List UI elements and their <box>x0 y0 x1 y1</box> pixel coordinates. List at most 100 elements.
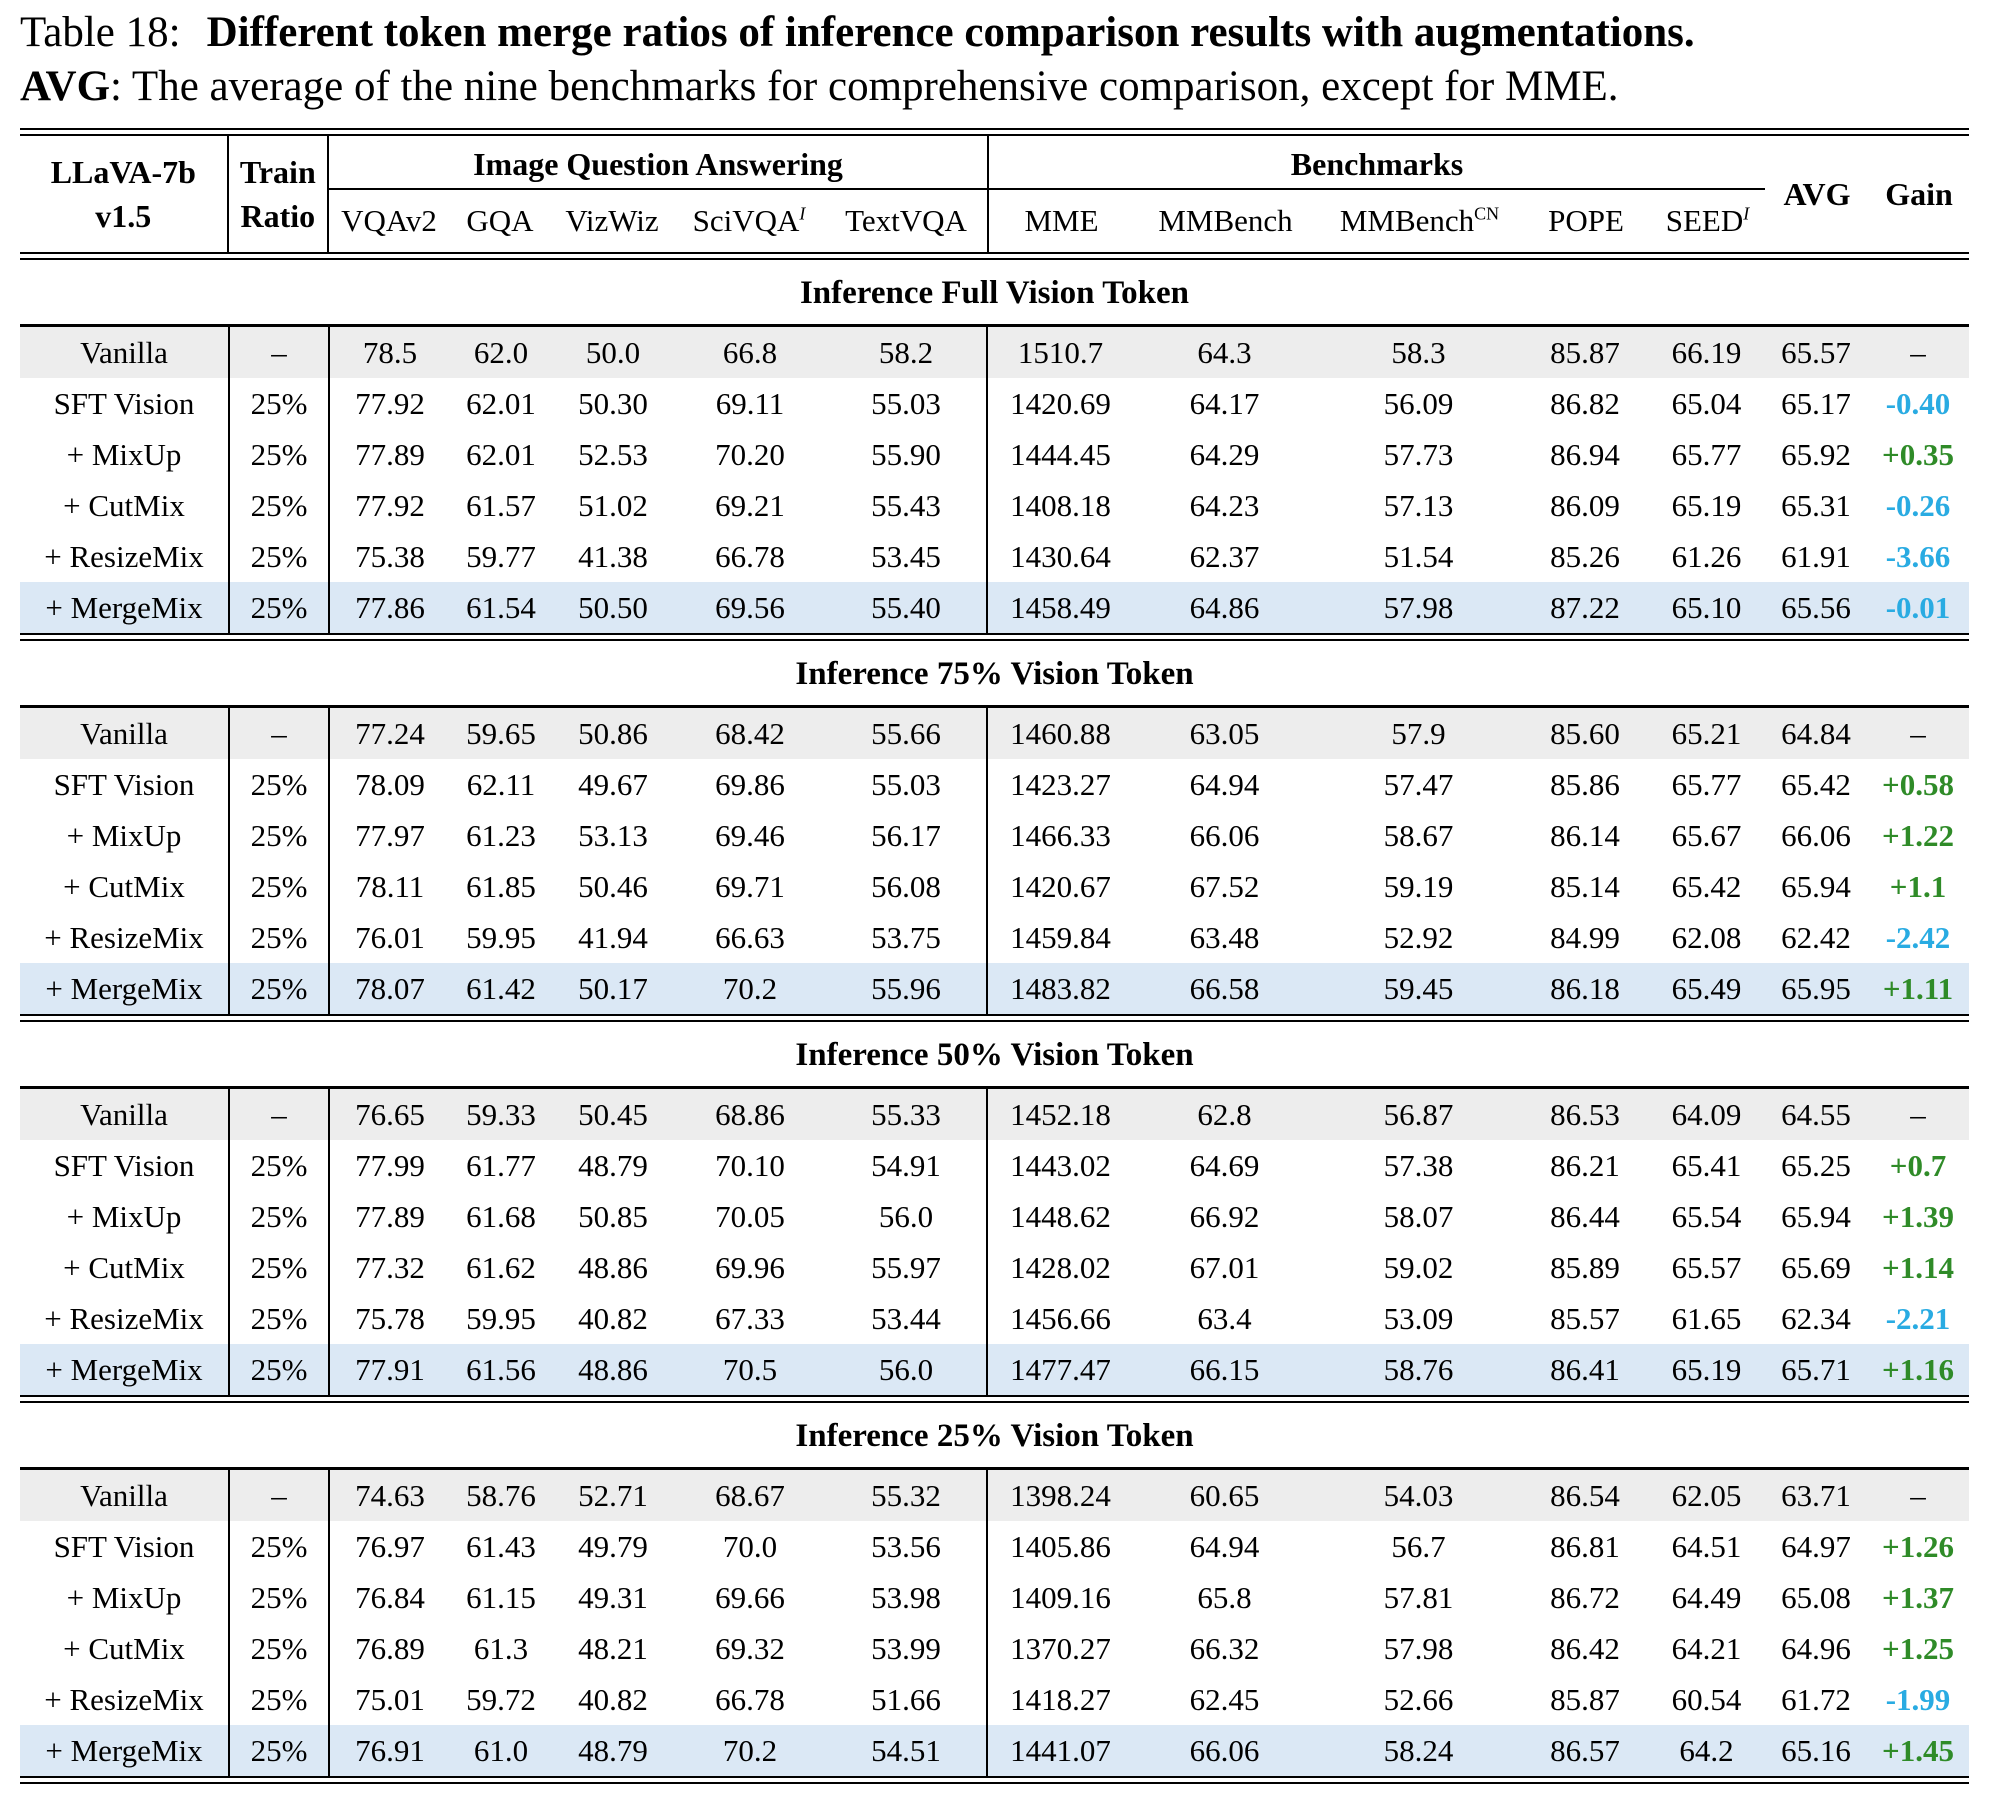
row-label: SFT Vision <box>20 759 230 810</box>
value-cell: 86.54 <box>1550 1477 1620 1513</box>
value-cell: 1418.27 <box>1010 1681 1111 1717</box>
value-cell: 65.69 <box>1781 1249 1851 1285</box>
model-header-cell: LLaVA-7b v1.5 <box>20 136 229 252</box>
table-row: + MixUp 25% 77.97 61.23 53.13 69.46 56.17 1466.… <box>20 810 1969 861</box>
value-cell: 64.23 <box>1189 487 1260 523</box>
value-cell: 48.79 <box>578 1732 648 1768</box>
value-cell: 51.66 <box>826 1674 988 1725</box>
column-header-vizwiz: VizWiz <box>565 203 659 238</box>
value-cell: 62.45 <box>1189 1681 1260 1717</box>
value-cell: 50.86 <box>578 715 648 751</box>
value-cell: 61.56 <box>466 1351 536 1387</box>
value-cell: 86.72 <box>1550 1579 1620 1615</box>
value-cell: 64.69 <box>1189 1147 1260 1183</box>
table-row: Vanilla –76.65 59.33 50.45 68.86 55.33 1452.18… <box>20 1089 1969 1140</box>
value-cell: 50.85 <box>578 1198 648 1234</box>
value-cell: 70.2 <box>722 1732 778 1768</box>
value-cell: 51.54 <box>1383 538 1454 574</box>
train-ratio-cell: 25% <box>230 1623 330 1674</box>
column-header-mmbench: MMBench <box>1158 203 1293 238</box>
column-header-mme: MME <box>1024 203 1099 238</box>
table-row: + ResizeMix 25% 75.78 59.95 40.82 67.33 53.44 1… <box>20 1293 1969 1344</box>
row-label: + CutMix <box>20 1623 230 1674</box>
value-cell: 76.89 <box>355 1630 425 1666</box>
single-rule <box>20 324 1969 327</box>
value-cell: 85.26 <box>1550 538 1620 574</box>
table-caption: Table 18: Different token merge ratios of… <box>20 6 1969 114</box>
value-cell: 57.98 <box>1383 1630 1454 1666</box>
row-label: + MixUp <box>20 1191 230 1242</box>
value-cell: 61.15 <box>466 1579 536 1615</box>
value-cell: 53.56 <box>826 1521 988 1572</box>
value-cell: 62.08 <box>1671 919 1742 955</box>
value-cell: 51.02 <box>578 487 648 523</box>
gain-cell: +1.16 <box>1882 1351 1954 1387</box>
value-cell: 61.26 <box>1671 538 1742 574</box>
value-cell: 55.03 <box>826 759 988 810</box>
value-cell: 67.01 <box>1189 1249 1260 1285</box>
paper-table-page: Table 18: Different token merge ratios of… <box>20 0 1969 1784</box>
value-cell: 69.86 <box>715 766 785 802</box>
row-label: SFT Vision <box>20 1521 230 1572</box>
value-cell: 86.81 <box>1550 1528 1620 1564</box>
value-cell: 66.63 <box>715 919 785 955</box>
row-label: Vanilla <box>20 1470 230 1521</box>
avg-column-header: AVG <box>1783 175 1851 212</box>
value-cell: 61.72 <box>1781 1681 1851 1717</box>
value-cell: 56.17 <box>826 810 988 861</box>
value-cell: 65.49 <box>1671 970 1742 1006</box>
value-cell: 55.97 <box>826 1242 988 1293</box>
gain-cell: -1.99 <box>1885 1681 1951 1717</box>
value-cell: 70.2 <box>722 970 778 1006</box>
gain-cell: -0.26 <box>1885 487 1951 523</box>
value-cell: 77.86 <box>355 589 425 625</box>
section-title: Inference Full Vision Token <box>799 275 1190 311</box>
train-ratio-cell: 25% <box>230 759 330 810</box>
section-bottom-rule <box>20 1776 1969 1784</box>
value-cell: 65.19 <box>1671 487 1742 523</box>
row-label: Vanilla <box>20 708 230 759</box>
value-cell: 86.18 <box>1550 970 1620 1006</box>
value-cell: 49.67 <box>578 766 648 802</box>
value-cell: 40.82 <box>578 1681 648 1717</box>
value-cell: 86.57 <box>1550 1732 1620 1768</box>
value-cell: 86.53 <box>1550 1096 1620 1132</box>
table-row: SFT Vision 25% 77.99 61.77 48.79 70.10 54.91 14… <box>20 1140 1969 1191</box>
value-cell: 70.10 <box>715 1147 785 1183</box>
row-label: + MixUp <box>20 810 230 861</box>
iqa-group-header: Image Question Answering VQAv2 GQA VizWiz S… <box>329 136 989 252</box>
train-ratio-line1: Train <box>239 154 316 190</box>
value-cell: 63.05 <box>1189 715 1260 751</box>
value-cell: 63.4 <box>1197 1300 1252 1336</box>
value-cell: 70.05 <box>715 1198 785 1234</box>
single-rule <box>20 705 1969 708</box>
value-cell: 78.09 <box>355 766 425 802</box>
value-cell: 61.3 <box>473 1630 529 1666</box>
value-cell: 61.77 <box>466 1147 536 1183</box>
caption-period: . <box>1683 9 1695 56</box>
value-cell: 55.40 <box>826 582 988 633</box>
train-ratio-cell: 25% <box>230 1293 330 1344</box>
value-cell: 53.45 <box>826 531 988 582</box>
value-cell: 55.03 <box>826 378 988 429</box>
value-cell: 78.5 <box>362 334 418 370</box>
value-cell: 86.42 <box>1550 1630 1620 1666</box>
value-cell: 65.94 <box>1781 1198 1851 1234</box>
value-cell: 65.19 <box>1671 1351 1742 1387</box>
value-cell: 62.42 <box>1781 919 1851 955</box>
value-cell: 61.68 <box>466 1198 536 1234</box>
value-cell: 1408.18 <box>1010 487 1111 523</box>
value-cell: 59.95 <box>466 919 536 955</box>
value-cell: 58.76 <box>466 1477 536 1513</box>
gain-cell: +1.22 <box>1882 817 1954 853</box>
value-cell: 74.63 <box>355 1477 425 1513</box>
train-ratio-cell: 25% <box>230 1140 330 1191</box>
value-cell: 65.77 <box>1671 766 1742 802</box>
value-cell: 62.34 <box>1781 1300 1851 1336</box>
value-cell: 58.07 <box>1383 1198 1454 1234</box>
value-cell: 85.14 <box>1550 868 1620 904</box>
row-label: + MixUp <box>20 1572 230 1623</box>
value-cell: 69.66 <box>715 1579 785 1615</box>
gain-cell: +1.39 <box>1882 1198 1954 1234</box>
train-ratio-cell: 25% <box>230 1242 330 1293</box>
